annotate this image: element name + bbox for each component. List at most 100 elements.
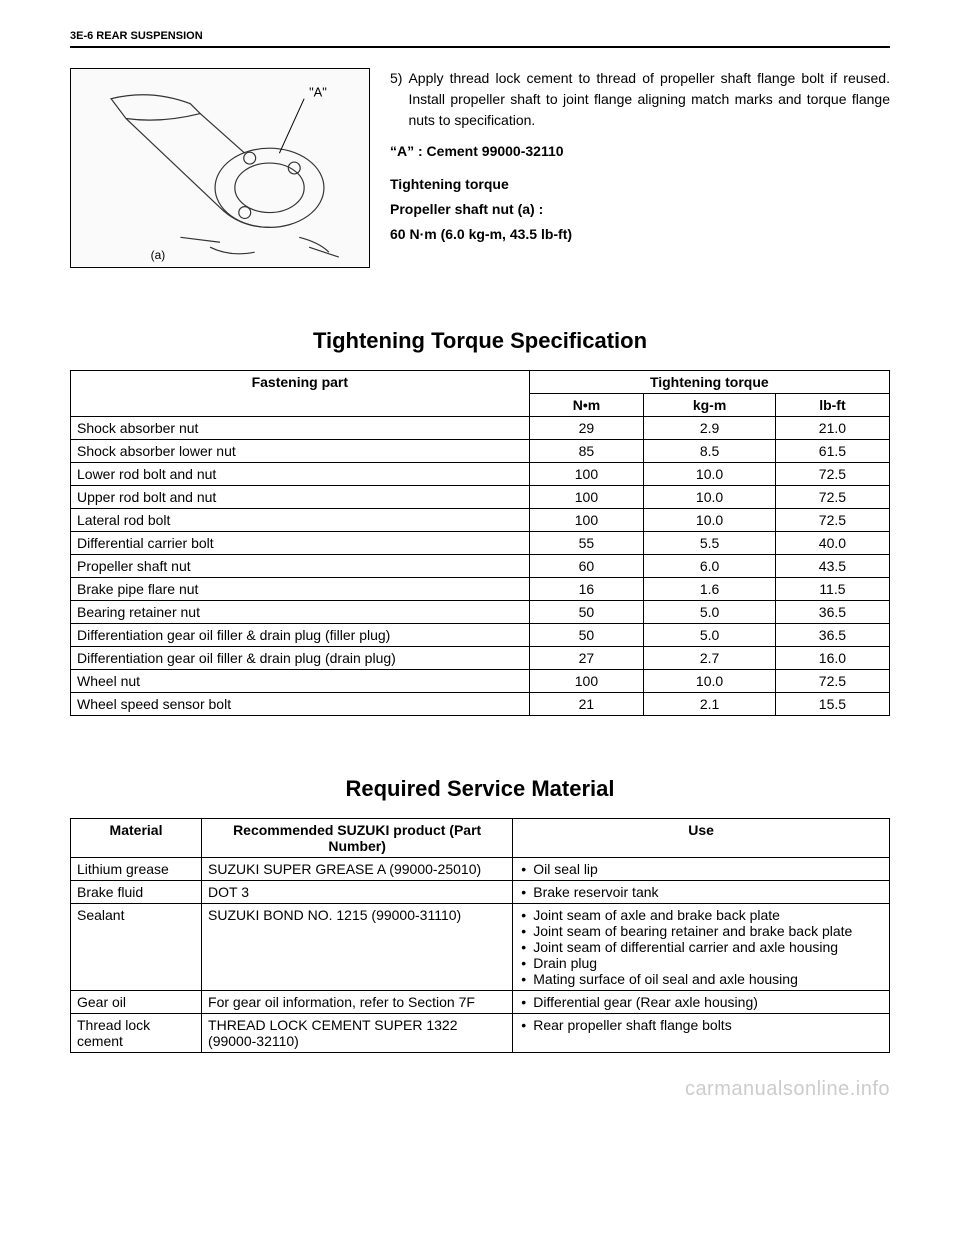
diagram-label-bolt: (a) (151, 248, 166, 262)
val-lbft: 40.0 (775, 532, 889, 555)
part-name: Differential carrier bolt (71, 532, 530, 555)
table-row: Wheel speed sensor bolt212.115.5 (71, 693, 890, 716)
table-row: Shock absorber lower nut858.561.5 (71, 440, 890, 463)
val-nm: 100 (529, 670, 644, 693)
use-list: Brake reservoir tank (519, 884, 883, 900)
use-item: Joint seam of axle and brake back plate (519, 907, 883, 923)
torque-label: Tightening torque (390, 174, 890, 195)
val-lbft: 72.5 (775, 509, 889, 532)
step-number: 5) (390, 68, 402, 131)
col-use: Use (513, 819, 890, 858)
col-torque-group: Tightening torque (529, 371, 889, 394)
part-name: Bearing retainer nut (71, 601, 530, 624)
table-row: Upper rod bolt and nut10010.072.5 (71, 486, 890, 509)
val-kgm: 2.7 (644, 647, 776, 670)
torque-table: Fastening part Tightening torque N•m kg-… (70, 370, 890, 716)
use-item: Drain plug (519, 955, 883, 971)
table-row: Brake pipe flare nut161.611.5 (71, 578, 890, 601)
part-name: Wheel speed sensor bolt (71, 693, 530, 716)
val-nm: 21 (529, 693, 644, 716)
col-product: Recommended SUZUKI product (Part Number) (202, 819, 513, 858)
table-row: Brake fluidDOT 3Brake reservoir tank (71, 881, 890, 904)
val-lbft: 43.5 (775, 555, 889, 578)
val-lbft: 61.5 (775, 440, 889, 463)
val-lbft: 72.5 (775, 670, 889, 693)
val-nm: 55 (529, 532, 644, 555)
table-row: Differential carrier bolt555.540.0 (71, 532, 890, 555)
table-row: Lithium greaseSUZUKI SUPER GREASE A (990… (71, 858, 890, 881)
step-text: Apply thread lock cement to thread of pr… (408, 68, 890, 131)
material-name: Gear oil (71, 991, 202, 1014)
val-nm: 16 (529, 578, 644, 601)
use-list: Oil seal lip (519, 861, 883, 877)
use-cell: Oil seal lip (513, 858, 890, 881)
col-fastening: Fastening part (71, 371, 530, 417)
table-row: Propeller shaft nut606.043.5 (71, 555, 890, 578)
part-name: Shock absorber lower nut (71, 440, 530, 463)
product-name: SUZUKI BOND NO. 1215 (99000-31110) (202, 904, 513, 991)
material-name: Thread lock cement (71, 1014, 202, 1053)
val-nm: 29 (529, 417, 644, 440)
part-name: Propeller shaft nut (71, 555, 530, 578)
val-lbft: 72.5 (775, 463, 889, 486)
val-lbft: 15.5 (775, 693, 889, 716)
val-nm: 100 (529, 486, 644, 509)
val-nm: 27 (529, 647, 644, 670)
val-kgm: 8.5 (644, 440, 776, 463)
propeller-shaft-diagram: "A" (a) (71, 69, 369, 267)
val-kgm: 10.0 (644, 670, 776, 693)
part-name: Upper rod bolt and nut (71, 486, 530, 509)
table-row: SealantSUZUKI BOND NO. 1215 (99000-31110… (71, 904, 890, 991)
val-nm: 60 (529, 555, 644, 578)
torque-heading: Tightening Torque Specification (70, 328, 890, 354)
material-heading: Required Service Material (70, 776, 890, 802)
table-row: Differentiation gear oil filler & drain … (71, 624, 890, 647)
val-lbft: 11.5 (775, 578, 889, 601)
val-nm: 85 (529, 440, 644, 463)
col-material: Material (71, 819, 202, 858)
val-kgm: 10.0 (644, 463, 776, 486)
diagram-label-a: "A" (309, 85, 327, 100)
material-table: Material Recommended SUZUKI product (Par… (70, 818, 890, 1053)
top-section: "A" (a) 5) Apply thread lock cement to t… (70, 68, 890, 268)
torque-part: Propeller shaft nut (a) : (390, 199, 890, 220)
table-row: Gear oilFor gear oil information, refer … (71, 991, 890, 1014)
watermark: carmanualsonline.info (685, 1078, 890, 1101)
instruction-block: 5) Apply thread lock cement to thread of… (390, 68, 890, 268)
val-kgm: 10.0 (644, 486, 776, 509)
val-lbft: 16.0 (775, 647, 889, 670)
val-nm: 100 (529, 463, 644, 486)
use-item: Joint seam of differential carrier and a… (519, 939, 883, 955)
val-kgm: 1.6 (644, 578, 776, 601)
table-row: Lower rod bolt and nut10010.072.5 (71, 463, 890, 486)
use-item: Oil seal lip (519, 861, 883, 877)
use-list: Joint seam of axle and brake back plateJ… (519, 907, 883, 987)
val-lbft: 36.5 (775, 601, 889, 624)
material-name: Sealant (71, 904, 202, 991)
col-kgm: kg-m (644, 394, 776, 417)
step-row: 5) Apply thread lock cement to thread of… (390, 68, 890, 131)
val-lbft: 72.5 (775, 486, 889, 509)
val-kgm: 6.0 (644, 555, 776, 578)
val-kgm: 10.0 (644, 509, 776, 532)
page-header: 3E-6 REAR SUSPENSION (70, 30, 890, 42)
material-name: Brake fluid (71, 881, 202, 904)
val-kgm: 5.0 (644, 624, 776, 647)
use-cell: Differential gear (Rear axle housing) (513, 991, 890, 1014)
val-lbft: 21.0 (775, 417, 889, 440)
part-name: Brake pipe flare nut (71, 578, 530, 601)
part-name: Lateral rod bolt (71, 509, 530, 532)
val-nm: 50 (529, 601, 644, 624)
part-name: Differentiation gear oil filler & drain … (71, 624, 530, 647)
col-lbft: lb-ft (775, 394, 889, 417)
table-row: Lateral rod bolt10010.072.5 (71, 509, 890, 532)
use-list: Differential gear (Rear axle housing) (519, 994, 883, 1010)
val-kgm: 5.0 (644, 601, 776, 624)
val-kgm: 2.9 (644, 417, 776, 440)
use-item: Joint seam of bearing retainer and brake… (519, 923, 883, 939)
part-name: Wheel nut (71, 670, 530, 693)
use-cell: Rear propeller shaft flange bolts (513, 1014, 890, 1053)
use-cell: Joint seam of axle and brake back plateJ… (513, 904, 890, 991)
cement-spec: “A” : Cement 99000-32110 (390, 141, 890, 162)
col-nm: N•m (529, 394, 644, 417)
